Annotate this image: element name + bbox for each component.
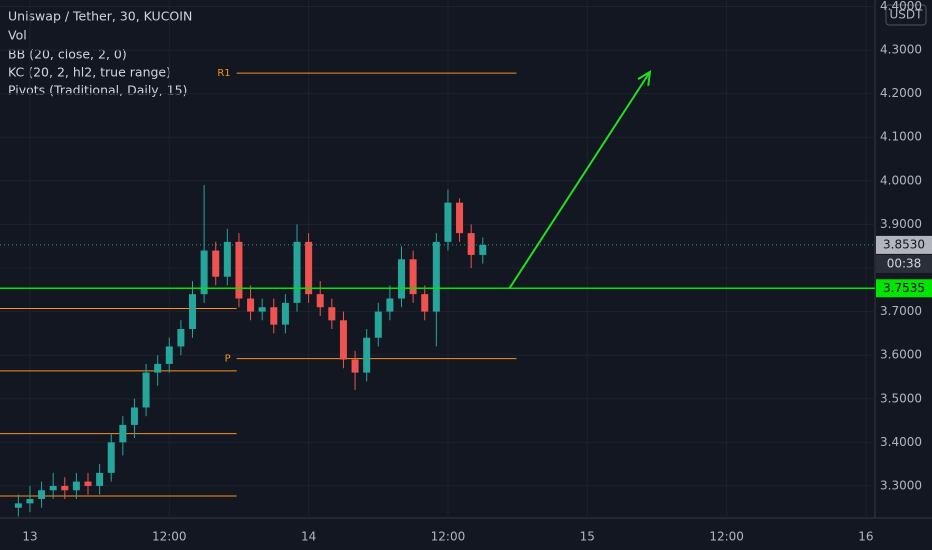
pivot-label: P [225,354,231,365]
x-tick-label: 14 [301,530,316,544]
candle-body [14,503,22,508]
candle-body [154,363,162,373]
currency[interactable]: USDT [890,8,924,22]
price-label: 3.8530 [883,237,925,251]
candle-body [200,250,208,295]
candle-body [96,472,104,486]
y-tick-label: 3.4000 [880,435,922,449]
price-label-box [876,235,932,254]
indicator: KC (20, 2, hl2, true range) [8,65,171,80]
candle-body [456,202,464,234]
candle-body [432,241,440,312]
candle-body [130,407,138,425]
candle-body [223,241,231,277]
level-label-box [876,279,932,298]
candle-body [72,481,80,491]
y-tick-label: 4.4000 [880,0,922,13]
indicator: Pivots (Traditional, Daily, 15) [8,83,187,98]
y-tick-label: 3.3000 [880,478,922,492]
candle-body [142,372,150,408]
indicator: BB (20, close, 2, 0) [8,47,127,62]
indicator: Vol [8,28,27,43]
x-tick-label: 16 [858,530,873,544]
candle-body [398,259,406,299]
candle-body [26,498,34,504]
candle-body [386,298,394,312]
x-tick-label: 12:00 [152,530,187,544]
candle-body [84,481,92,486]
candle-body [328,307,336,321]
y-tick-label: 4.1000 [880,130,922,144]
candle-body [316,294,324,308]
countdown: 00:38 [887,256,922,270]
candle-body [258,307,266,312]
candle-body [479,244,487,255]
pivot-label: R1 [217,68,230,79]
y-tick-label: 4.3000 [880,43,922,57]
chart-title: Uniswap / Tether, 30, KUCOIN [8,9,192,24]
candle-body [339,320,347,360]
candle-body [363,337,371,373]
candle-body [165,346,173,364]
candle-body [374,311,382,338]
candle-body [247,298,255,312]
candle-body [177,329,185,347]
candle-body [444,202,452,242]
candle-body [270,307,278,325]
candle-body [467,233,475,255]
candle-body [61,485,69,491]
candle-body [351,359,359,373]
y-tick-label: 4.2000 [880,86,922,100]
candle-body [38,490,46,499]
candle-body [235,241,243,299]
arrow [508,71,651,289]
y-tick-label: 4.0000 [880,173,922,187]
x-tick-label: 13 [22,530,37,544]
candle-body [212,250,220,277]
y-tick-label: 3.6000 [880,348,922,362]
level-label: 3.7535 [883,281,925,295]
x-tick-label: 12:00 [709,530,744,544]
y-tick-label: 3.5000 [880,391,922,405]
x-tick-label: 12:00 [431,530,466,544]
candle-body [293,241,301,303]
x-tick-label: 15 [580,530,595,544]
currency-button[interactable] [885,4,927,26]
candle-body [305,241,313,295]
countdown-box [876,254,932,273]
candle-body [49,485,57,491]
arrow-head [637,69,652,86]
y-tick-label: 3.9000 [880,217,922,231]
candle-body [189,294,197,330]
candle-body [281,302,289,325]
candle-body [119,424,127,443]
candle-body [409,259,417,295]
candle-body [107,442,115,473]
y-tick-label: 3.7000 [880,304,922,318]
candle-body [421,294,429,312]
